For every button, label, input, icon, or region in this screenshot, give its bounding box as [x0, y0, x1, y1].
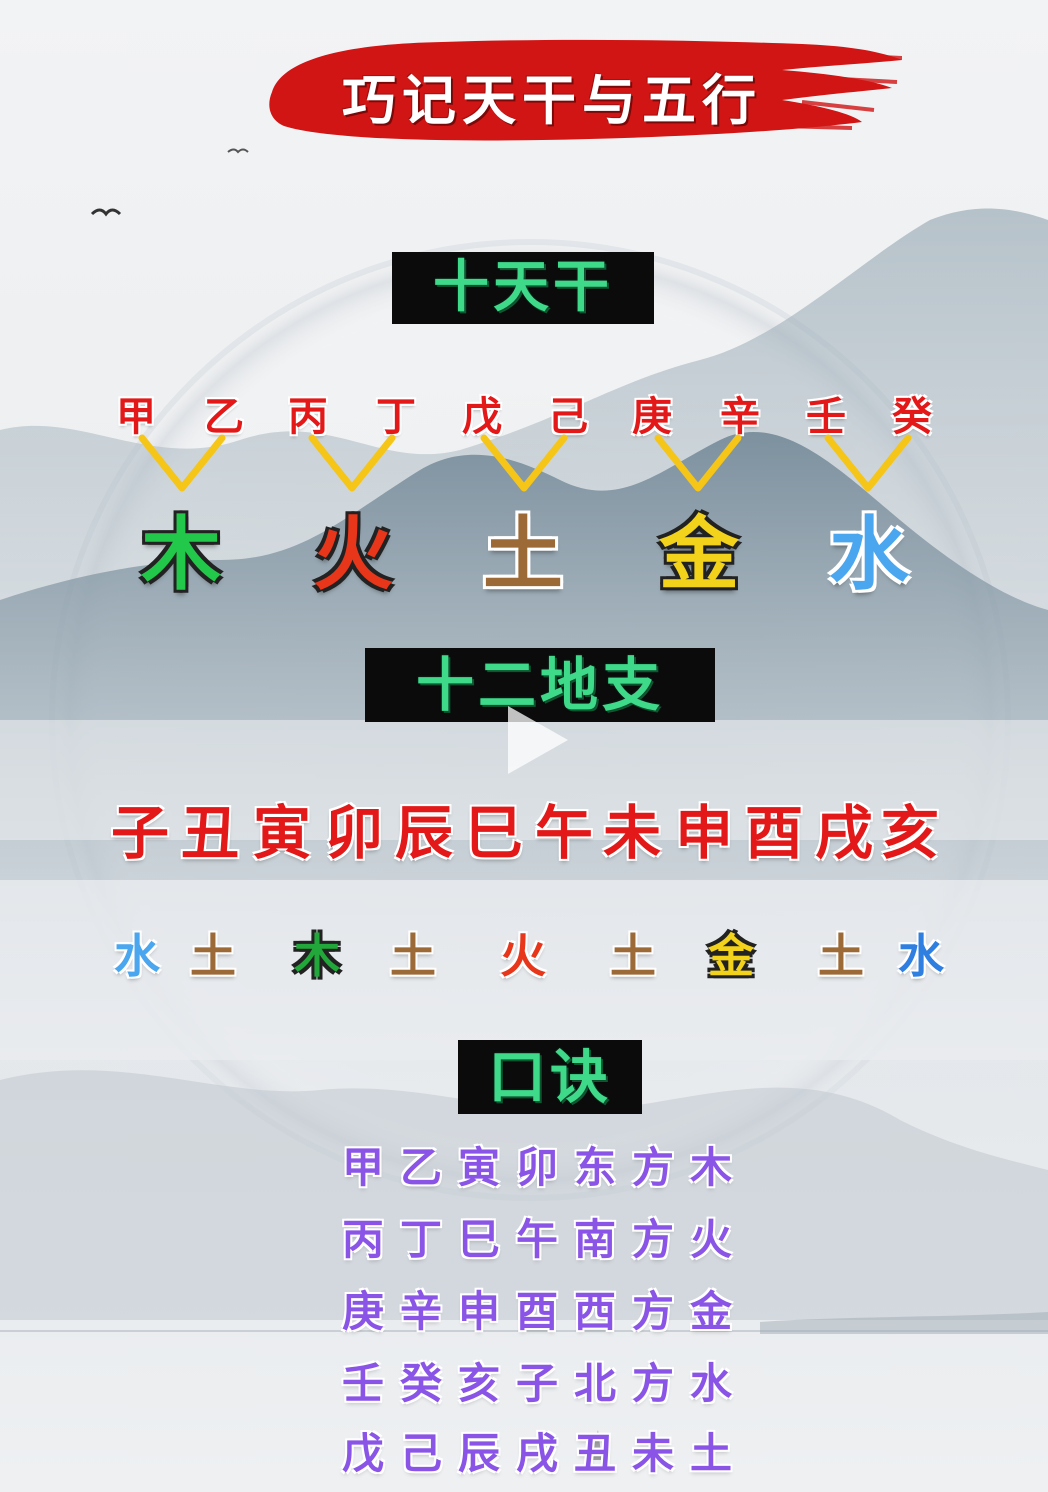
branch-char: 未	[602, 799, 661, 867]
stem-char: 癸	[892, 394, 932, 440]
branch-char: 酉	[744, 799, 803, 867]
element-wood: 木	[294, 929, 340, 983]
red-brush-stroke	[269, 39, 902, 141]
element-water: 水	[898, 929, 944, 983]
element-fire: 火	[313, 508, 393, 601]
page-title: 巧记天干与五行	[342, 69, 762, 132]
chevron-down-icon	[824, 434, 912, 492]
stem-char: 戊	[462, 394, 502, 440]
element-earth: 土	[818, 929, 864, 983]
branch-char: 午	[534, 799, 593, 867]
element-fire: 火	[500, 929, 546, 983]
chevron-down-icon	[308, 434, 396, 492]
stem-char: 己	[548, 394, 588, 440]
element-earth: 土	[390, 929, 436, 983]
branch-char: 辰	[394, 799, 453, 867]
branch-char: 卯	[324, 799, 383, 867]
stem-char: 甲	[116, 394, 156, 440]
chevron-down-icon	[480, 434, 568, 492]
stem-char: 丁	[376, 394, 416, 440]
element-earth: 土	[610, 929, 656, 983]
branch-char: 子	[110, 799, 169, 867]
branch-char: 丑	[180, 799, 239, 867]
element-water: 水	[114, 929, 160, 983]
stem-char: 壬	[806, 394, 846, 440]
branch-char: 巳	[464, 799, 523, 867]
play-icon[interactable]	[494, 700, 574, 780]
chevron-down-icon	[654, 434, 742, 492]
element-metal: 金	[708, 929, 754, 983]
stem-char: 乙	[204, 394, 244, 440]
chevron-down-icon	[138, 434, 226, 492]
stems-header: 十天干	[392, 252, 654, 324]
element-water: 水	[829, 508, 909, 601]
element-earth: 土	[190, 929, 236, 983]
mnemonic-line: 丙丁巳午南方火	[341, 1215, 748, 1264]
element-earth: 土	[483, 508, 563, 601]
mnemonic-header: 口诀	[458, 1040, 642, 1114]
branches-header: 十二地支	[365, 648, 715, 722]
element-metal: 金	[659, 508, 739, 601]
branch-char: 寅	[252, 799, 311, 867]
mnemonic-line: 庚辛申酉西方金	[341, 1287, 748, 1336]
mnemonic-line: 戊己辰戌丑未土	[341, 1429, 748, 1478]
mnemonic-line: 甲乙寅卯东方木	[341, 1143, 748, 1192]
stem-char: 庚	[632, 394, 672, 440]
branch-char: 亥	[880, 799, 939, 867]
stem-char: 丙	[288, 394, 328, 440]
element-wood: 木	[141, 508, 221, 601]
branch-char: 申	[674, 799, 733, 867]
branch-char: 戌	[814, 799, 873, 867]
mnemonic-line: 壬癸亥子北方水	[341, 1359, 748, 1408]
stem-char: 辛	[720, 394, 760, 440]
title-banner: 巧记天干与五行	[262, 30, 902, 150]
